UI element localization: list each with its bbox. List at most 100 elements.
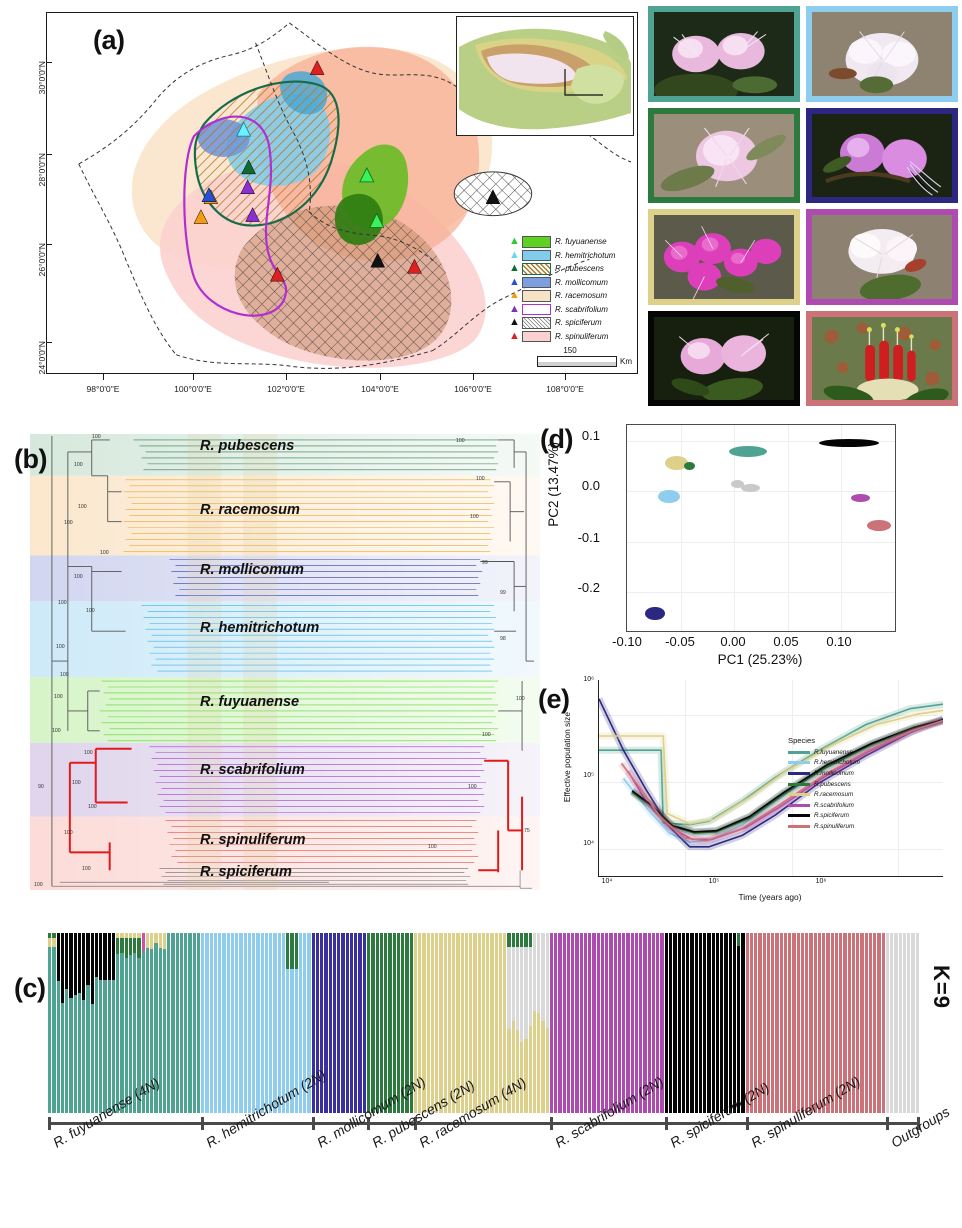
structure-ancestry-segment [511,933,515,948]
structure-ancestry-segment [890,933,894,1113]
pca-y-axis-label: PC2 (13.47%) [546,442,561,527]
structure-ancestry-segment [749,933,754,1113]
structure-ancestry-segment [86,933,90,986]
structure-individual-bar [592,933,597,1113]
structure-ancestry-segment [609,933,613,1113]
structure-ancestry-segment [677,933,681,1113]
structure-individual-bar [503,933,508,1113]
bootstrap-value: 100 [100,550,109,556]
structure-ancestry-segment [150,933,154,949]
structure-individual-bar [179,933,184,1113]
inset-map-svg [457,17,633,135]
structure-individual-bar [809,933,814,1113]
structure-ancestry-segment [724,933,728,1113]
structure-ancestry-segment [141,951,145,1113]
structure-ancestry-segment [235,933,239,1113]
structure-individual-bar [894,933,899,1113]
structure-ancestry-segment [213,933,218,1113]
structure-ancestry-segment [507,947,511,1029]
structure-ancestry-segment [915,933,919,1113]
structure-individual-bar [184,933,189,1113]
structure-individual-bar [69,933,74,1113]
structure-ancestry-segment [532,933,537,1011]
structure-individual-bar [252,933,257,1113]
structure-ancestry-segment [771,933,775,1113]
structure-individual-bar [796,933,801,1113]
structure-individual-bar [332,933,338,1113]
map-xtick-label: 106°0'0"E [454,384,492,394]
psmc-legend-title: Species [788,736,816,745]
psmc-legend-swatch [788,771,810,775]
structure-ancestry-segment [541,1020,545,1113]
structure-ancestry-segment [498,933,503,1113]
structure-ancestry-segment [243,933,247,1113]
triangle-marker-icon: ▲ [509,262,520,275]
bootstrap-value: 90 [38,784,44,790]
structure-ancestry-segment [698,933,702,1113]
structure-individual-bar [720,933,725,1113]
psmc-axes [598,680,943,877]
psmc-legend-row: R.pubescens [788,779,860,790]
structure-axis-tick [745,1117,749,1130]
structure-ancestry-segment [515,947,520,1030]
structure-ancestry-segment [464,933,469,1113]
structure-ancestry-segment [447,933,452,1113]
structure-individual-bar [860,933,865,1113]
structure-individual-bar [298,933,304,1113]
structure-ancestry-segment [813,933,817,1113]
structure-ancestry-segment [664,933,668,1113]
legend-swatch-hatch [522,263,551,275]
species-photo-grid [648,6,958,406]
structure-ancestry-segment [133,933,137,939]
bootstrap-value: 75 [524,828,530,834]
bootstrap-value: 100 [56,644,65,650]
structure-group [664,933,746,1113]
structure-ancestry-segment [337,933,341,1113]
panel-a-distribution-map: (a) ▲ R. fuyuanense [8,6,640,410]
structure-ancestry-segment [728,933,732,1113]
bootstrap-value: 100 [74,574,83,580]
structure-individual-bar [230,933,236,1113]
structure-ancestry-segment [188,933,192,1113]
structure-individual-bar [813,933,818,1113]
psmc-legend-label: R.scabrifolium [814,801,854,809]
structure-individual-bar [464,933,470,1113]
structure-individual-bar [558,933,563,1113]
structure-ancestry-segment [907,933,911,1113]
structure-individual-bar [711,933,716,1113]
structure-individual-bar [554,933,559,1113]
structure-group [367,933,414,1113]
map-legend-row: ▲ R. pubescens [508,262,632,276]
structure-individual-bar [141,933,146,1113]
structure-individual-bar [86,933,91,1113]
structure-ancestry-segment [371,933,375,1113]
structure-ancestry-segment [473,933,477,1113]
tree-plot: R. pubescens R. racemosum R. mollicomum … [30,432,540,897]
structure-individual-bar [907,933,912,1113]
structure-ancestry-segment [639,933,643,1113]
structure-ancestry-segment [873,933,877,1113]
structure-ancestry-segment [349,933,354,1113]
structure-ancestry-segment [494,933,498,1113]
legend-species-name: R. spinuliferum [555,331,609,341]
structure-individual-bar [741,933,746,1113]
structure-ancestry-segment [324,933,328,1113]
structure-ancestry-segment [894,933,898,1113]
panel-e-label: (e) [538,684,570,714]
inset-locator-map [456,16,634,136]
pca-cluster [645,606,665,620]
legend-swatch [522,290,551,302]
structure-individual-bar [737,933,742,1113]
structure-individual-bar [243,933,248,1113]
psmc-legend-row: R.hemitrichotum [788,758,860,769]
structure-ancestry-segment [154,933,158,943]
structure-ancestry-segment [877,933,881,1113]
pca-cluster [658,490,680,504]
legend-swatch [522,236,551,248]
structure-axis-tick [413,1117,417,1130]
structure-ancestry-segment [167,933,171,1113]
structure-ancestry-segment [107,933,111,980]
structure-individual-bar [290,933,295,1113]
psmc-legend-row: R.fuyuanense [788,747,860,758]
structure-individual-bar [626,933,631,1113]
